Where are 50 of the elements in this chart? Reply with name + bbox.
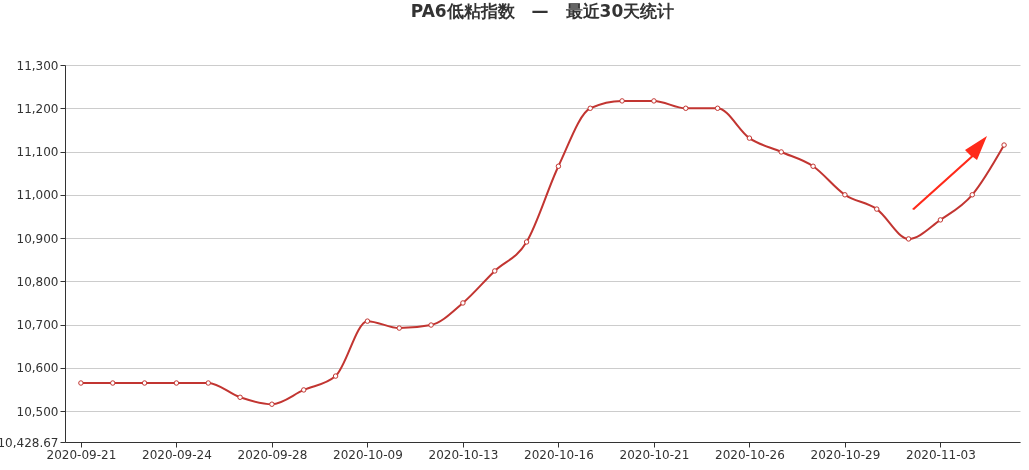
point bbox=[651, 98, 657, 104]
point bbox=[523, 239, 530, 245]
x-tick-label: 2020-09-24 bbox=[142, 447, 212, 462]
point bbox=[969, 192, 975, 198]
point bbox=[205, 380, 211, 386]
point bbox=[460, 300, 466, 306]
point bbox=[396, 325, 402, 331]
point bbox=[937, 217, 944, 223]
point bbox=[555, 163, 562, 169]
point bbox=[842, 192, 848, 198]
point bbox=[332, 373, 339, 379]
point bbox=[78, 380, 84, 386]
point bbox=[619, 98, 625, 104]
point bbox=[173, 380, 180, 386]
point bbox=[110, 380, 116, 386]
x-tick-label: 2020-09-28 bbox=[237, 447, 308, 462]
point bbox=[141, 380, 148, 386]
x-tick-label: 2020-10-21 bbox=[619, 447, 690, 462]
chart-title: PA6低粘指数 — 最近30天统计 bbox=[410, 1, 675, 21]
y-tick-label: 11,100 bbox=[16, 145, 59, 160]
point bbox=[301, 387, 307, 393]
point bbox=[874, 206, 880, 212]
point bbox=[364, 318, 371, 324]
y-tick-label: 11,000 bbox=[16, 188, 59, 203]
x-tick-label: 2020-10-26 bbox=[715, 447, 785, 462]
y-tick-label: 10,500 bbox=[16, 404, 59, 419]
point bbox=[237, 394, 243, 401]
point bbox=[269, 401, 275, 407]
point bbox=[587, 105, 593, 111]
point bbox=[492, 268, 498, 274]
point bbox=[810, 163, 816, 169]
x-tick-label: 2020-10-13 bbox=[428, 447, 499, 462]
point bbox=[778, 149, 784, 155]
point bbox=[714, 105, 721, 111]
x-tick-label: 2020-10-29 bbox=[810, 447, 881, 462]
y-tick-label: 10,600 bbox=[16, 361, 59, 376]
x-tick-label: 2020-10-09 bbox=[333, 447, 403, 462]
y-tick-label: 11,200 bbox=[16, 101, 59, 116]
y-tick-label: 10,700 bbox=[16, 318, 59, 333]
x-tick-label: 2020-10-16 bbox=[524, 447, 594, 462]
point bbox=[746, 135, 753, 141]
point bbox=[683, 105, 689, 111]
y-tick-label: 10,800 bbox=[16, 274, 59, 289]
x-tick-label: 2020-11-03 bbox=[906, 447, 976, 462]
x-tick-label: 2020-09-21 bbox=[46, 447, 117, 462]
y-tick-label: 11,300 bbox=[16, 58, 59, 73]
y-tick-label: 10,900 bbox=[16, 231, 59, 246]
point bbox=[905, 236, 912, 242]
point bbox=[1001, 142, 1007, 148]
point bbox=[428, 322, 434, 328]
